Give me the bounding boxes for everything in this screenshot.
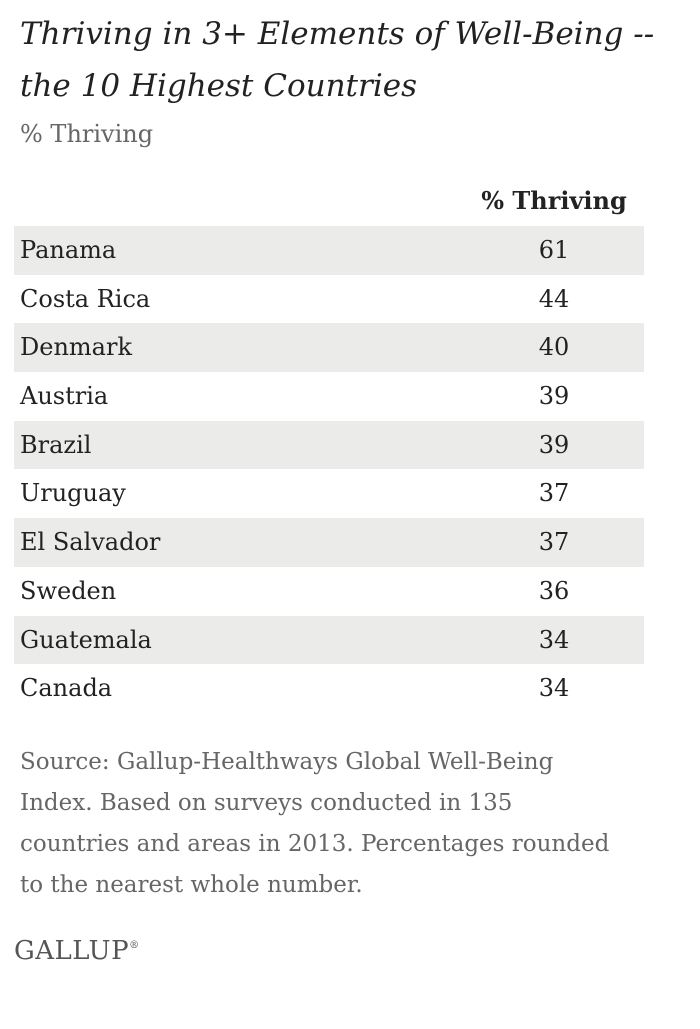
country-cell: Sweden	[20, 576, 117, 605]
country-cell: Canada	[20, 674, 113, 703]
thriving-value-cell: 34	[538, 674, 570, 703]
table-row: Uruguay 37	[14, 469, 644, 518]
table-row: Guatemala 34	[14, 615, 644, 665]
thriving-value-cell: 39	[538, 430, 570, 459]
data-table: % Thriving Panama 61 Costa Rica 44 Denmark 40…	[14, 176, 644, 713]
logo-text: GALLUP	[14, 936, 130, 966]
table-row: Canada 34	[14, 664, 644, 713]
thriving-value-cell: 40	[538, 333, 570, 362]
thriving-value-cell: 61	[538, 236, 570, 264]
country-cell: Brazil	[20, 430, 92, 459]
thriving-value-cell: 37	[538, 479, 570, 508]
table-row: Austria 39	[14, 372, 644, 421]
thriving-value-cell: 39	[538, 382, 570, 411]
chart-subtitle: % Thriving	[20, 120, 154, 148]
table-row: Denmark 40	[14, 323, 644, 373]
country-cell: Costa Rica	[20, 284, 151, 313]
table-row: El Salvador 37	[14, 518, 644, 567]
country-cell: El Salvador	[20, 528, 161, 557]
table-row: Costa Rica 44	[14, 275, 644, 324]
thriving-value-cell: 44	[538, 284, 570, 313]
table-row: Brazil 39	[14, 420, 644, 470]
country-cell: Guatemala	[20, 625, 152, 654]
country-cell: Uruguay	[20, 479, 126, 508]
source-note: Source: Gallup-Healthways Global Well-Be…	[20, 749, 610, 898]
table-body: Panama 61 Costa Rica 44 Denmark 40 Austria 39 Br…	[14, 226, 644, 713]
table-row: Sweden 36	[14, 567, 644, 616]
registered-mark: ®	[129, 940, 140, 951]
country-cell: Austria	[20, 382, 109, 411]
thriving-value-cell: 34	[538, 625, 570, 654]
chart-title: Thriving in 3+ Elements of Well-Being --…	[20, 16, 655, 104]
thriving-value-cell: 36	[538, 576, 570, 605]
country-cell: Denmark	[20, 333, 132, 362]
table-row: Panama 61	[14, 226, 644, 275]
column-header-thriving: % Thriving	[481, 186, 627, 215]
country-cell: Panama	[20, 236, 117, 264]
table-header-row: % Thriving	[14, 176, 644, 226]
gallup-logo: GALLUP®	[14, 936, 140, 966]
thriving-value-cell: 37	[538, 528, 570, 557]
